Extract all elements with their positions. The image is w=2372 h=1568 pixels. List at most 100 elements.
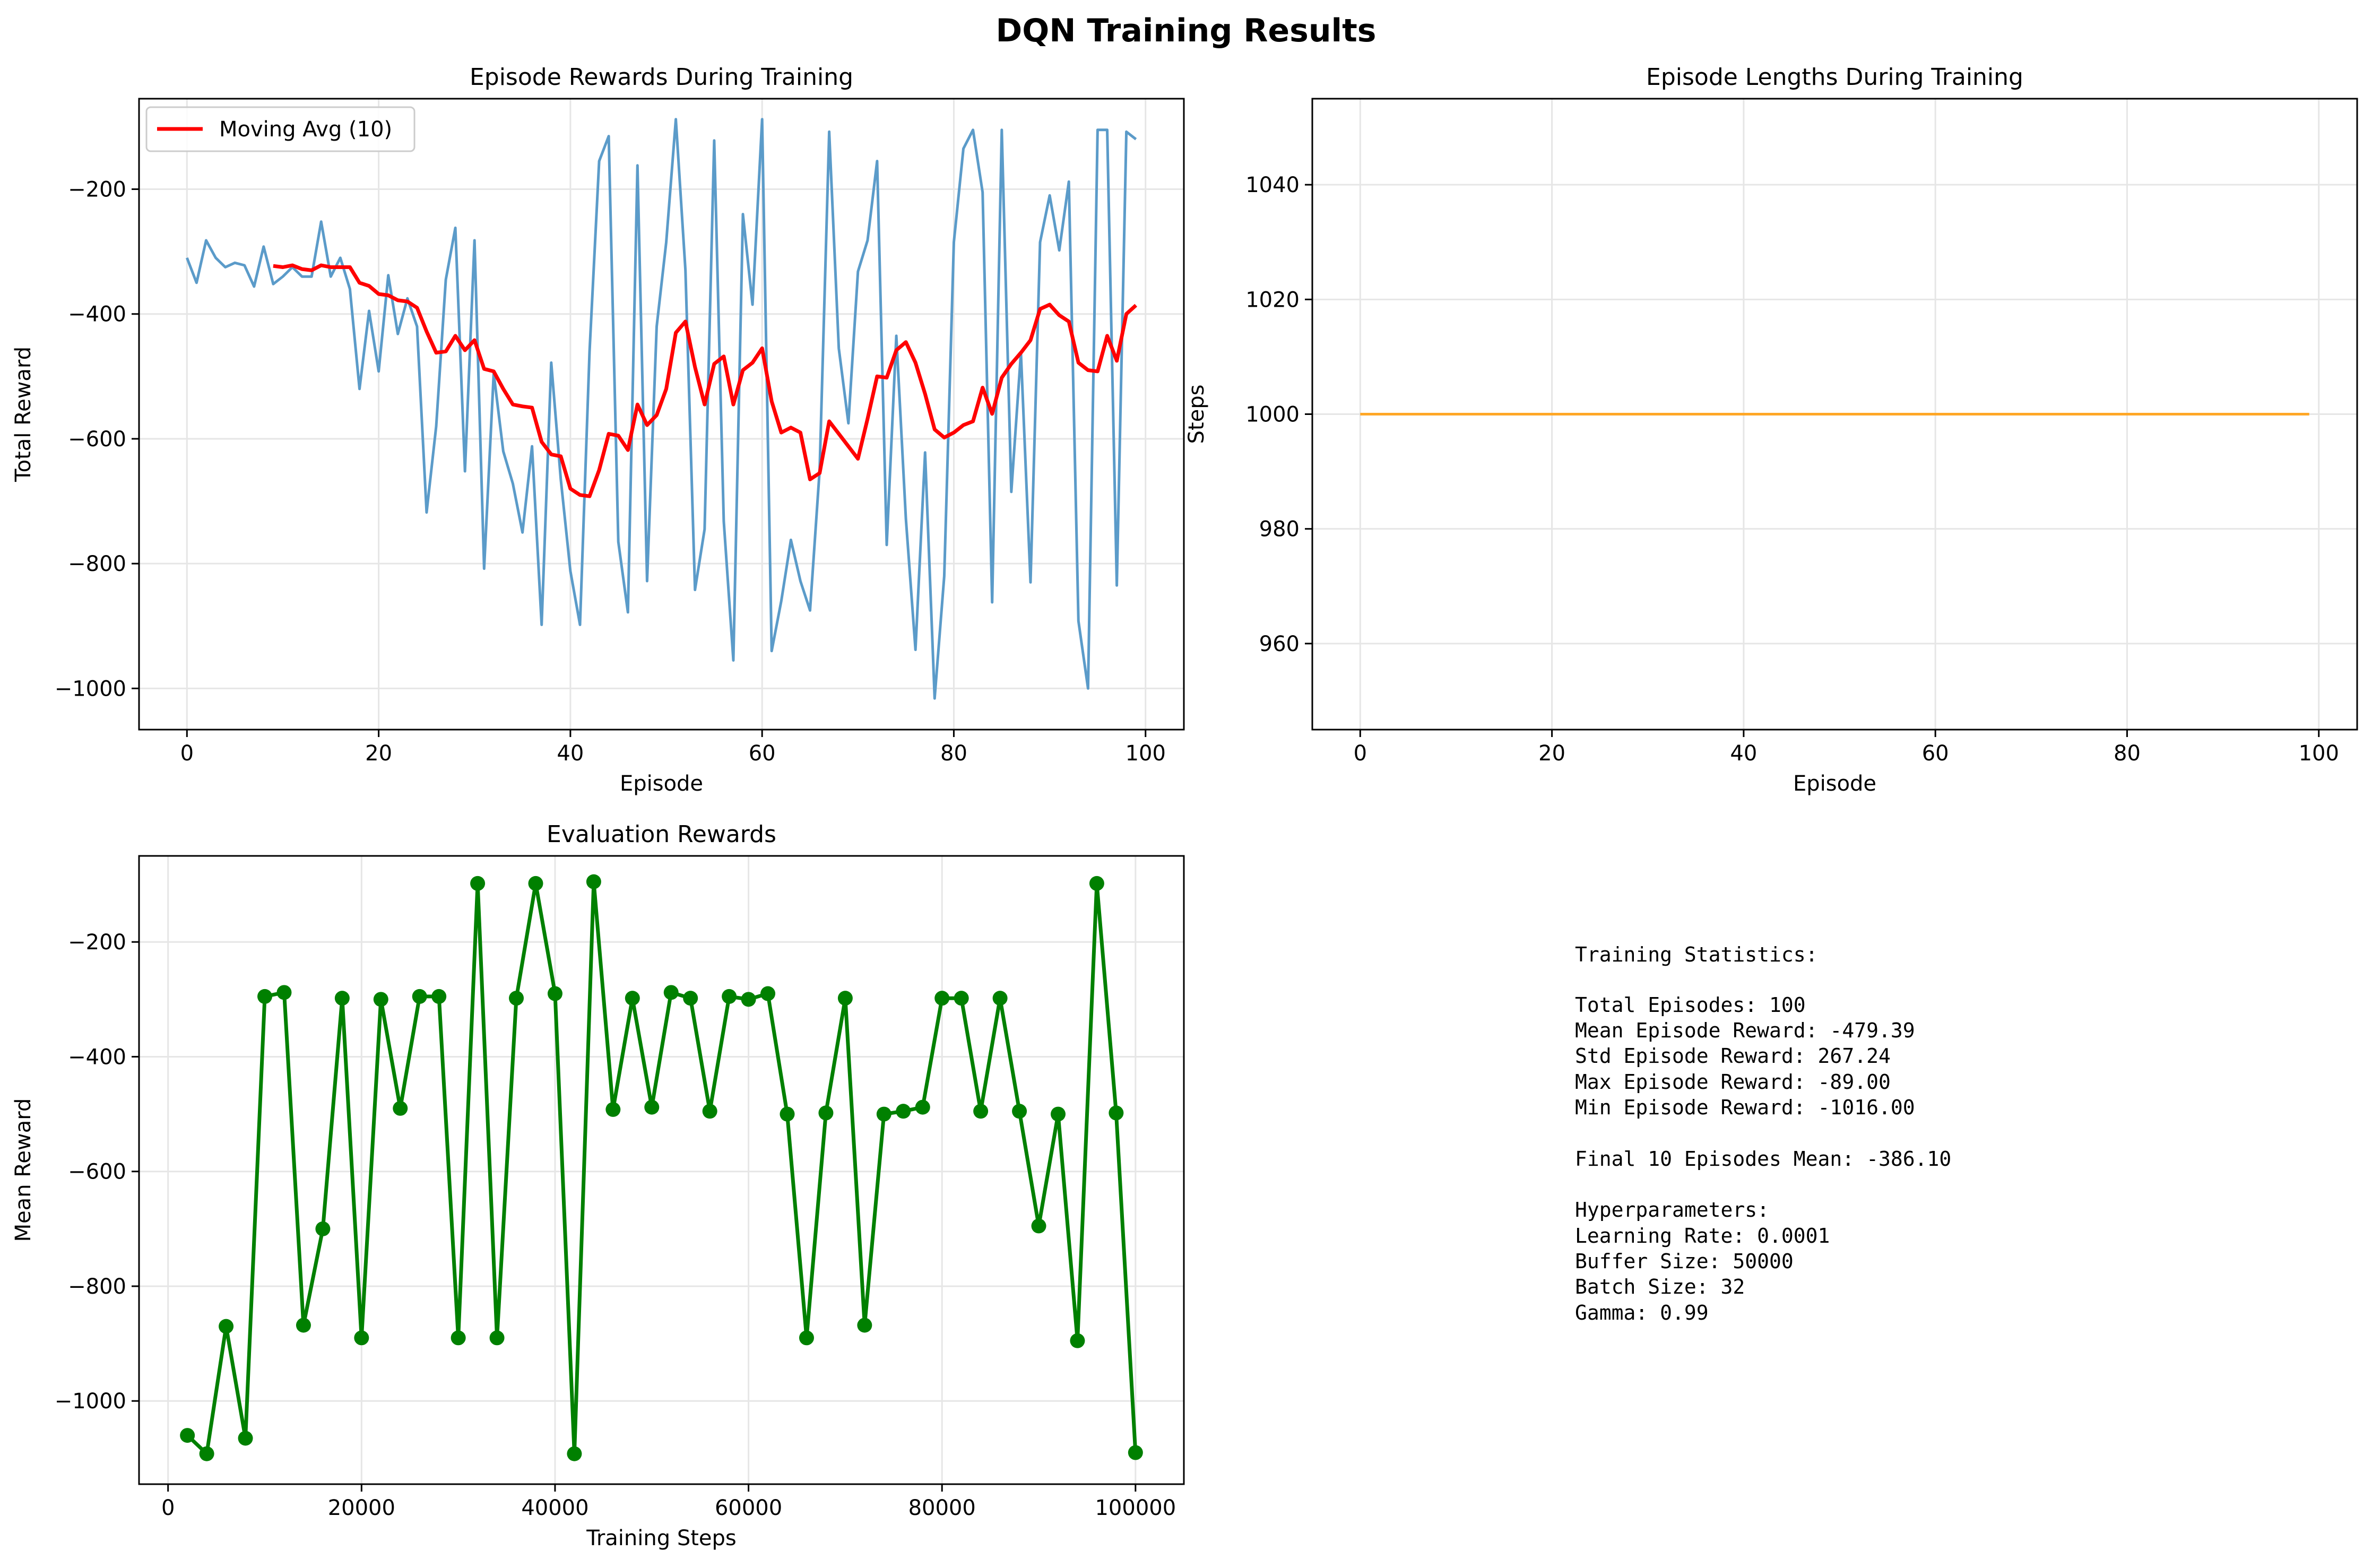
axes-frame (1311, 98, 2358, 731)
episode-lengths-chart: 0 20 40 60 80 100 960 980 1000 1020 1040 Episode L… (1184, 64, 2358, 796)
eval-point (1050, 1106, 1066, 1122)
y-tick-label: 960 (1259, 632, 1300, 656)
eval-point (528, 876, 543, 891)
figure-title: DQN Training Results (995, 12, 1376, 49)
eval-point (276, 985, 292, 1000)
x-tick-label: 40 (1730, 741, 1757, 766)
eval-point (857, 1318, 872, 1333)
y-tick-label: −600 (68, 427, 126, 452)
legend: Moving Avg (10) (145, 106, 415, 152)
eval-point (780, 1106, 795, 1122)
stats-std-reward: Std Episode Reward: 267.24 (1575, 1044, 1891, 1068)
stats-final-mean: Final 10 Episodes Mean: -386.10 (1575, 1147, 1951, 1171)
chart-title: Episode Rewards During Training (470, 64, 853, 91)
x-tick-label: 100 (1126, 741, 1166, 766)
y-tick-label: 1020 (1245, 288, 1300, 312)
x-tick-label: 80 (940, 741, 967, 766)
eval-point (1109, 1105, 1124, 1121)
y-tick-label: −1000 (55, 677, 126, 701)
eval-point (412, 989, 427, 1004)
x-tick-label: 60 (749, 741, 776, 766)
eval-point (373, 992, 388, 1007)
x-tick-label: 80 (2114, 741, 2141, 766)
y-tick-label: 1040 (1245, 173, 1300, 197)
eval-point (489, 1330, 505, 1346)
eval-point (431, 989, 447, 1004)
eval-point (509, 991, 524, 1006)
eval-point (896, 1104, 911, 1119)
y-tick-label: 980 (1259, 517, 1300, 542)
eval-point (567, 1446, 582, 1461)
x-tick-label: 0 (180, 741, 194, 766)
x-tick-label: 20 (1538, 741, 1565, 766)
y-tick-label: −800 (68, 552, 126, 576)
eval-point (760, 986, 776, 1001)
eval-point (334, 991, 350, 1006)
chart-title: Episode Lengths During Training (1646, 64, 2023, 91)
eval-point (973, 1104, 989, 1119)
eval-point (992, 991, 1008, 1006)
x-tick-label: 100 (2299, 741, 2339, 766)
eval-point (1031, 1218, 1046, 1234)
chart-title: Evaluation Rewards (547, 821, 776, 848)
eval-point (1070, 1333, 1085, 1348)
eval-point (1128, 1445, 1143, 1460)
eval-point (722, 989, 737, 1004)
axes-frame (138, 855, 1185, 1485)
x-tick-label: 80000 (908, 1496, 976, 1520)
evaluation-rewards-chart: 0 20000 40000 60000 80000 100000 −1000 −800 −600… (11, 821, 1185, 1550)
eval-point (470, 876, 486, 891)
moving-avg-line (273, 263, 1138, 498)
x-tick-label: 60 (1922, 741, 1949, 766)
eval-point (257, 989, 273, 1004)
eval-point (818, 1105, 834, 1121)
y-tick-label: −1000 (55, 1389, 126, 1414)
stats-mean-reward: Mean Episode Reward: -479.39 (1575, 1019, 1915, 1042)
x-axis-label: Episode (620, 772, 703, 796)
stats-total-episodes: Total Episodes: 100 (1575, 993, 1806, 1017)
y-tick-label: −800 (68, 1275, 126, 1299)
eval-point (605, 1102, 621, 1117)
eval-point (702, 1104, 717, 1119)
x-tick-label: 0 (1354, 741, 1367, 766)
legend-label-moving-avg: Moving Avg (10) (219, 117, 392, 142)
eval-point (354, 1330, 369, 1346)
eval-point (1089, 876, 1104, 891)
training-statistics-panel: Training Statistics: Total Episodes: 100… (1575, 943, 1951, 1324)
episode-reward-line (185, 118, 1137, 700)
eval-point (199, 1446, 214, 1461)
eval-point (1012, 1104, 1027, 1119)
stats-learning-rate: Learning Rate: 0.0001 (1575, 1224, 1830, 1248)
eval-point (625, 991, 640, 1006)
eval-point (934, 991, 950, 1006)
eval-point (296, 1318, 311, 1333)
eval-point (741, 992, 756, 1007)
stats-max-reward: Max Episode Reward: -89.00 (1575, 1070, 1891, 1094)
stats-hyper-heading: Hyperparameters: (1575, 1198, 1769, 1222)
axes-frame (138, 98, 1185, 731)
eval-point (954, 991, 969, 1006)
eval-point (663, 985, 679, 1000)
eval-point (799, 1330, 814, 1346)
y-tick-label: −200 (68, 930, 126, 955)
episode-rewards-chart: 0 20 40 60 80 100 −1000 −800 −600 −400 −200 Episod… (11, 64, 1185, 796)
eval-point (644, 1099, 660, 1115)
y-tick-label: 1000 (1245, 403, 1300, 427)
x-tick-label: 40 (557, 741, 584, 766)
stats-batch-size: Batch Size: 32 (1575, 1275, 1745, 1298)
stats-heading: Training Statistics: (1575, 943, 1818, 966)
eval-point (586, 874, 601, 889)
eval-reward-line (186, 880, 1138, 1456)
x-tick-label: 0 (161, 1496, 175, 1520)
x-tick-label: 100000 (1095, 1496, 1176, 1520)
eval-point (837, 991, 853, 1006)
eval-point (393, 1101, 408, 1116)
stats-buffer-size: Buffer Size: 50000 (1575, 1250, 1794, 1273)
y-axis-label: Total Reward (11, 346, 36, 482)
eval-point (547, 986, 562, 1001)
x-axis-label: Episode (1793, 772, 1876, 796)
stats-min-reward: Min Episode Reward: -1016.00 (1575, 1096, 1915, 1119)
x-axis-label: Training Steps (586, 1526, 736, 1550)
x-tick-label: 40000 (521, 1496, 588, 1520)
